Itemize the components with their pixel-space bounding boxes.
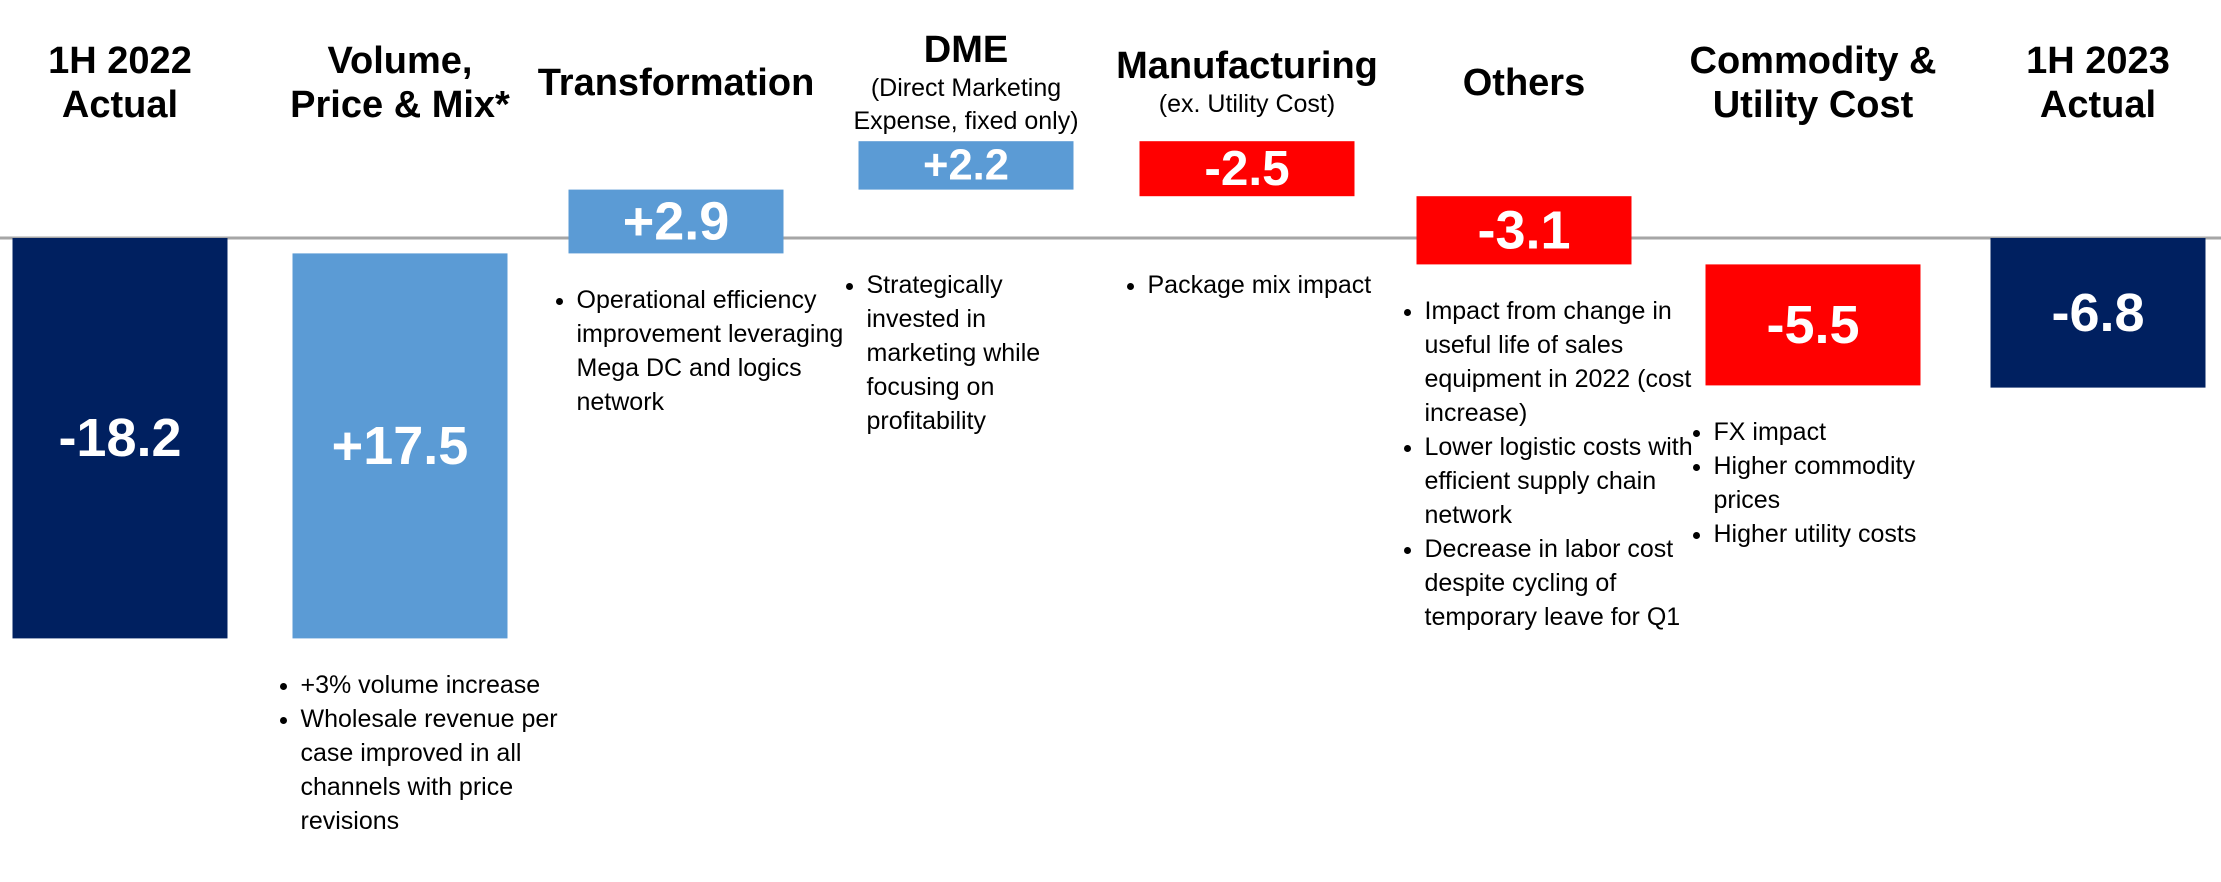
category-title: Volume, Price & Mix* xyxy=(250,0,550,165)
title-line: Transformation xyxy=(537,61,815,104)
bar xyxy=(1416,196,1632,265)
note-item: Wholesale revenue per case improved in a… xyxy=(301,702,601,838)
bar xyxy=(292,253,508,639)
title-line: Others xyxy=(1462,61,1586,104)
value-label: -2.5 xyxy=(1204,141,1289,196)
title-line: DME xyxy=(923,28,1009,71)
value-label: +17.5 xyxy=(332,416,469,476)
category-title: Transformation xyxy=(526,0,826,165)
value-label: -5.5 xyxy=(1766,295,1859,355)
notes-list: FX impactHigher commodity pricesHigher u… xyxy=(1686,415,1974,551)
bar xyxy=(1990,238,2206,388)
notes-list: Operational efficiency improvement lever… xyxy=(549,283,867,419)
bar xyxy=(1139,141,1355,197)
notes-list: Package mix impact xyxy=(1120,268,1438,302)
bar xyxy=(1705,264,1921,386)
category-title: DME (Direct Marketing Expense, fixed only) xyxy=(816,0,1116,165)
value-label: -3.1 xyxy=(1477,200,1570,260)
note-item: Lower logistic costs with efficient supp… xyxy=(1425,430,1695,532)
title-line: Actual xyxy=(2039,83,2157,126)
note-item: Operational efficiency improvement lever… xyxy=(577,283,867,419)
value-label: -6.8 xyxy=(2051,283,2144,343)
subtitle-line: (Direct Marketing xyxy=(870,73,1062,102)
title-line: 1H 2023 xyxy=(2026,39,2170,82)
category-title: 1H 2022 Actual xyxy=(0,0,270,165)
notes-list: Impact from change in useful life of sal… xyxy=(1397,294,1695,634)
note-item: +3% volume increase xyxy=(301,668,601,702)
value-label: -18.2 xyxy=(58,408,181,468)
bar xyxy=(12,238,228,639)
subtitle-line: Expense, fixed only) xyxy=(853,106,1079,135)
category-title: Others xyxy=(1374,0,1674,165)
subtitle-line: (ex. Utility Cost) xyxy=(1158,90,1336,118)
note-item: Strategically invested in marketing whil… xyxy=(867,268,1067,438)
bar xyxy=(858,141,1074,190)
value-label: +2.2 xyxy=(923,141,1009,189)
note-item: Impact from change in useful life of sal… xyxy=(1425,294,1695,430)
value-label: +2.9 xyxy=(623,192,730,252)
note-item: FX impact xyxy=(1714,415,1974,449)
title-line: 1H 2022 xyxy=(48,39,192,82)
note-item: Higher commodity prices xyxy=(1714,449,1974,517)
title-line: Commodity & xyxy=(1689,39,1937,82)
title-line: Manufacturing xyxy=(1116,45,1378,87)
note-item: Higher utility costs xyxy=(1714,517,1974,551)
title-line: Price & Mix* xyxy=(290,83,510,126)
category-title: 1H 2023 Actual xyxy=(1948,0,2221,165)
category-title: Commodity & Utility Cost xyxy=(1663,0,1963,165)
bar xyxy=(568,189,784,254)
title-line: Utility Cost xyxy=(1712,83,1914,126)
notes-list: Strategically invested in marketing whil… xyxy=(839,268,1067,438)
category-title: Manufacturing (ex. Utility Cost) xyxy=(1097,0,1397,165)
title-line: Actual xyxy=(61,83,179,126)
notes-list: +3% volume increaseWholesale revenue per… xyxy=(273,668,601,838)
title-line: Volume, xyxy=(327,39,473,82)
note-item: Decrease in labor cost despite cycling o… xyxy=(1425,532,1695,634)
note-item: Package mix impact xyxy=(1148,268,1438,302)
